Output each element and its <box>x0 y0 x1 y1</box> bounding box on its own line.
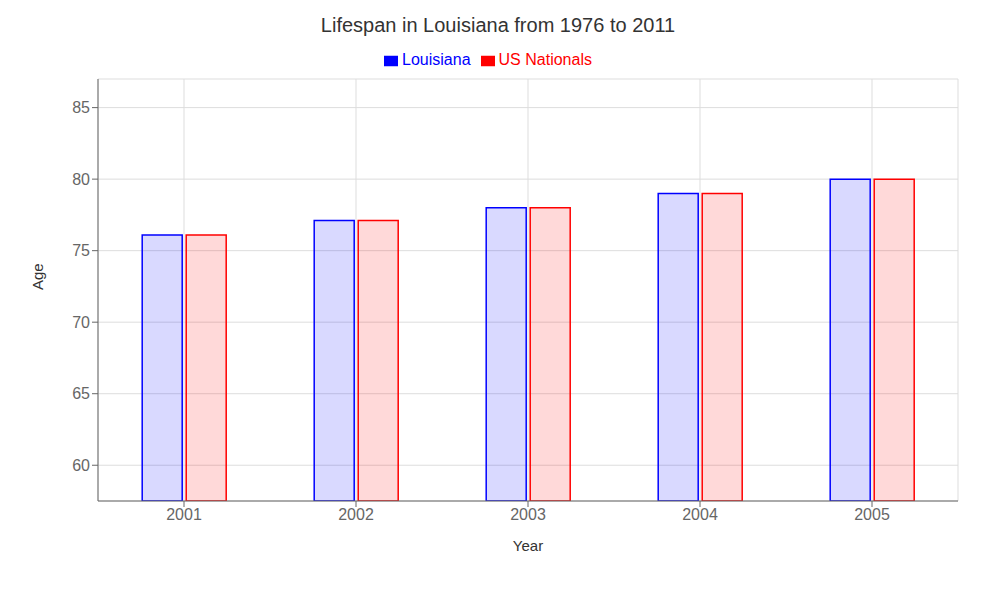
svg-text:2001: 2001 <box>166 506 202 523</box>
svg-text:2005: 2005 <box>854 506 890 523</box>
html-text:Lifespan in Louisiana from 197: Lifespan in Louisiana from 1976 to 2011 <box>320 14 676 36</box>
svg-text:75: 75 <box>72 242 90 259</box>
svg-text:80: 80 <box>72 171 90 188</box>
svg-text:65: 65 <box>72 385 90 402</box>
svg-text:60: 60 <box>72 457 90 474</box>
svg-text:2004: 2004 <box>682 506 718 523</box>
svg-text:2003: 2003 <box>510 506 546 523</box>
html-text:US Nationals: US Nationals <box>498 51 592 68</box>
html-text:Louisiana: Louisiana <box>402 51 471 68</box>
svg-text:Age: Age <box>29 263 46 290</box>
svg-text:70: 70 <box>72 314 90 331</box>
svg-text:85: 85 <box>72 99 90 116</box>
svg-text:2002: 2002 <box>338 506 374 523</box>
svg-text:Year: Year <box>513 537 543 554</box>
